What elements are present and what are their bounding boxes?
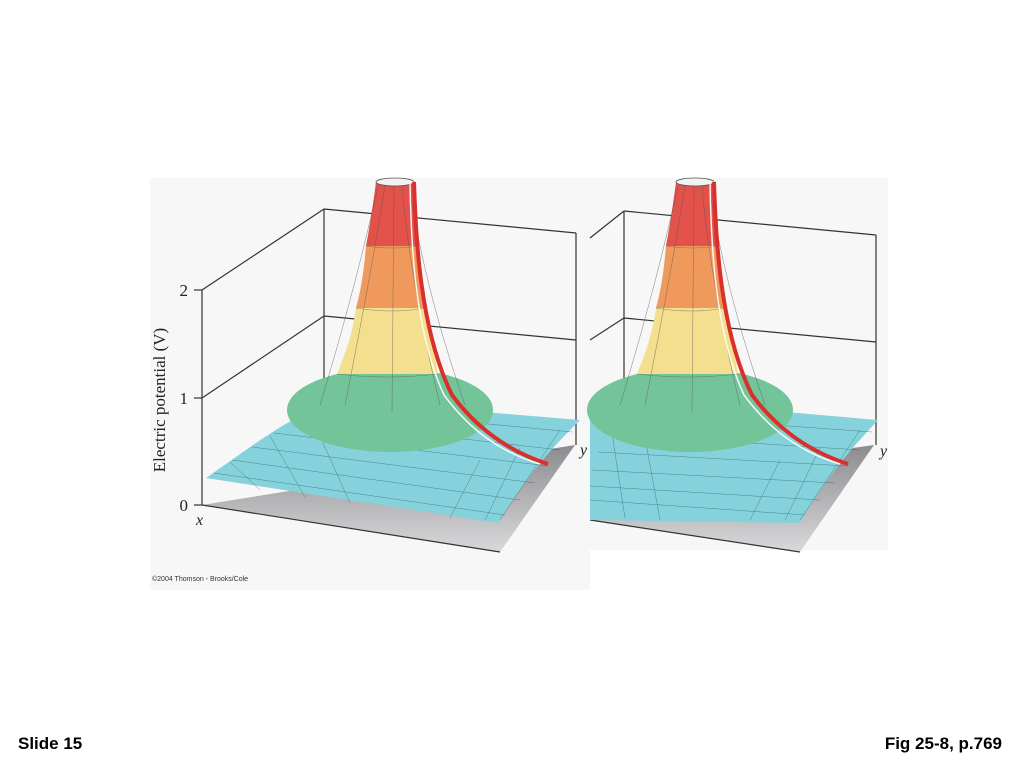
left-panel: [194, 177, 580, 553]
right-band-orange: [656, 246, 726, 308]
copyright-note: ©2004 Thomson - Brooks/Cole: [152, 575, 248, 583]
left-y-axis-letter: y: [578, 442, 588, 459]
right-peak-cap: [675, 177, 715, 187]
figure-reference: Fig 25-8, p.769: [884, 734, 1002, 753]
right-y-axis-letter: y: [878, 443, 888, 460]
y-axis-label: Electric potential (V): [150, 328, 169, 472]
right-band-red: [666, 182, 719, 246]
left-band-yellow: [337, 308, 438, 374]
left-edge-highlight: [412, 181, 549, 466]
x-axis-letter: x: [195, 512, 203, 529]
left-band-orange: [356, 246, 426, 308]
tick-label-1: 1: [180, 389, 189, 408]
right-band-yellow: [637, 308, 738, 374]
left-band-red: [366, 182, 419, 246]
slide-number: Slide 15: [18, 734, 83, 753]
left-peak-cap: [375, 177, 415, 187]
tick-label-2: 2: [180, 281, 189, 300]
tick-label-0: 0: [180, 496, 189, 515]
right-edge-highlight: [712, 181, 849, 466]
right-axes-frame: [589, 210, 877, 553]
left-axes-frame: [194, 208, 577, 553]
right-panel: [587, 177, 878, 553]
